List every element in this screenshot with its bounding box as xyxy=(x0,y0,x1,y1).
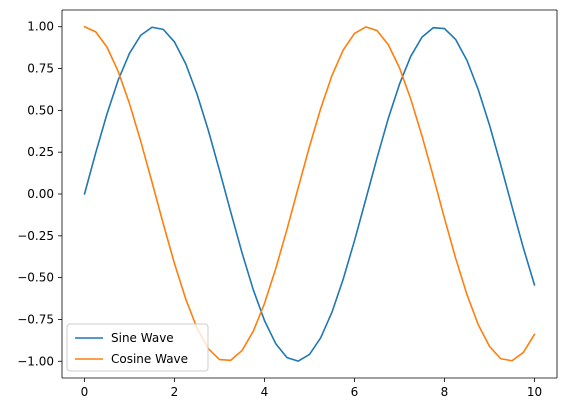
x-tick-label: 2 xyxy=(171,385,179,399)
x-tick-label: 8 xyxy=(441,385,449,399)
y-tick-label: 1.00 xyxy=(27,20,54,34)
plot-background xyxy=(62,10,557,378)
series-layer xyxy=(83,25,536,362)
x-tick-label: 6 xyxy=(351,385,359,399)
y-tick-label: −0.50 xyxy=(17,271,54,285)
x-tick-label: 4 xyxy=(261,385,269,399)
y-tick-label: 0.25 xyxy=(27,145,54,159)
x-tick-label: 10 xyxy=(527,385,542,399)
legend-label: Sine Wave xyxy=(111,331,174,345)
y-tick-label: −1.00 xyxy=(17,354,54,368)
series-line-sine-wave xyxy=(83,26,536,362)
series-line-cosine-wave xyxy=(83,25,536,362)
y-tick-label: −0.75 xyxy=(17,312,54,326)
x-tick-label: 0 xyxy=(81,385,89,399)
y-tick-label: 0.50 xyxy=(27,103,54,117)
axes-layer: 0 2 4 6 8 10 −1.00 −0.75 −0.50 −0.25 0.00 0.25 0.50 0… xyxy=(17,9,558,399)
plot-area xyxy=(62,10,557,378)
legend-label: Cosine Wave xyxy=(111,352,188,366)
legend: Sine Wave Cosine Wave xyxy=(66,323,209,372)
y-tick-label: −0.25 xyxy=(17,229,54,243)
y-tick-label: 0.75 xyxy=(27,62,54,76)
y-tick-label: 0.00 xyxy=(27,187,54,201)
